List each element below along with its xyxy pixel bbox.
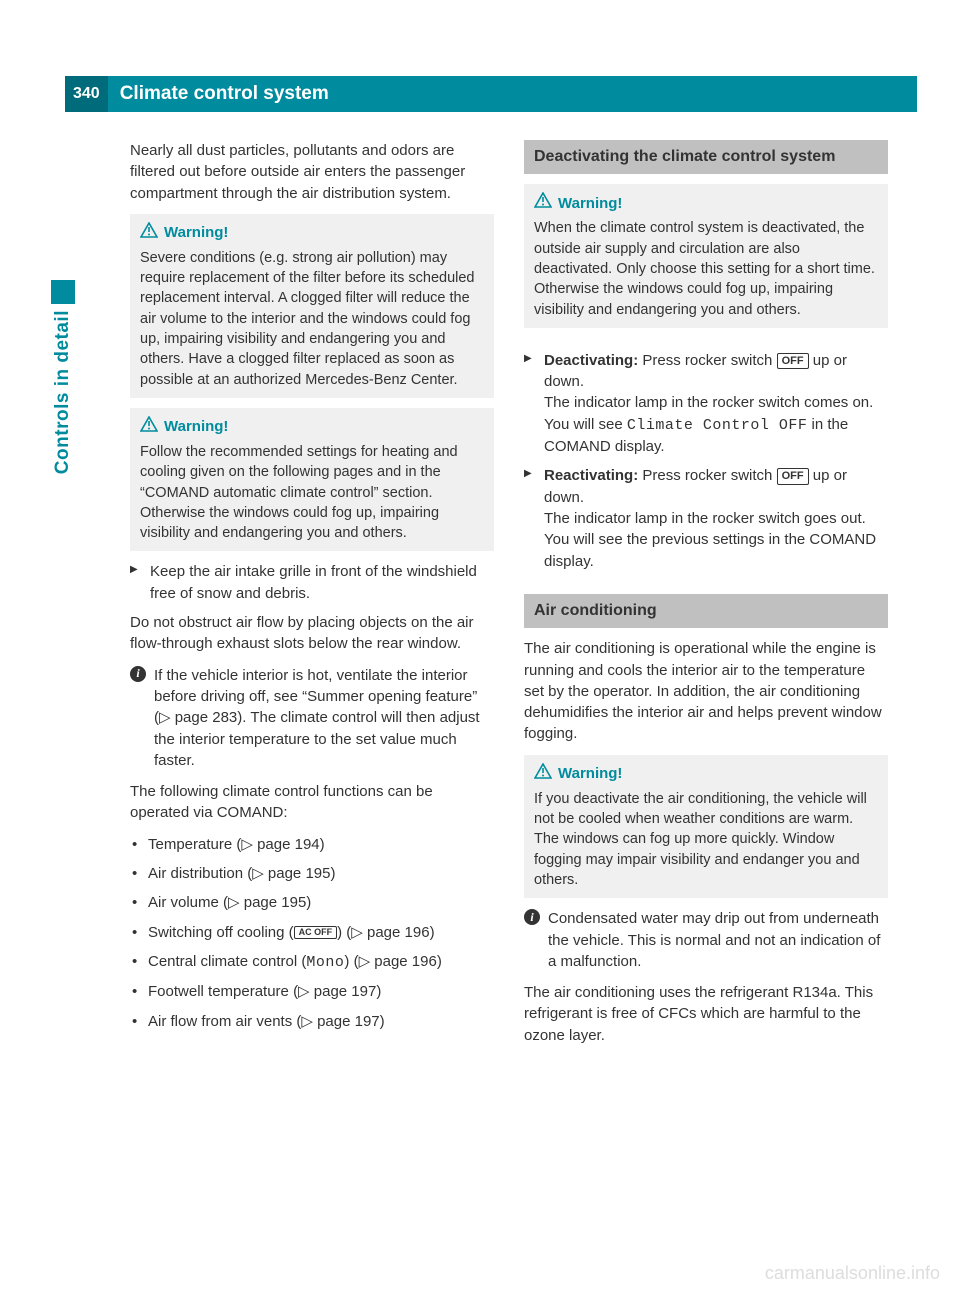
section-heading-ac: Air conditioning <box>524 594 888 628</box>
bullet-item: Switching off cooling (AC OFF) (▷ page 1… <box>130 922 494 943</box>
info-icon: i <box>130 666 146 682</box>
ac-paragraph: The air conditioning is operational whil… <box>524 638 888 744</box>
content-area: Nearly all dust particles, pollutants an… <box>130 140 888 1252</box>
warning-box-2: Warning! Follow the recommended settings… <box>130 408 494 551</box>
warning-triangle-icon <box>534 192 552 214</box>
warning-text: When the climate control system is deact… <box>534 218 878 319</box>
left-column: Nearly all dust particles, pollutants an… <box>130 140 494 1252</box>
warning-title: Warning! <box>164 222 228 243</box>
warning-box-3: Warning! When the climate control system… <box>524 184 888 327</box>
bullet-item: Air flow from air vents (▷ page 197) <box>130 1011 494 1032</box>
info-text: Condensated water may drip out from unde… <box>548 910 880 970</box>
watermark: carmanualsonline.info <box>765 1261 940 1286</box>
step-label: Deactivating: <box>544 352 638 369</box>
side-tab-marker <box>51 280 75 304</box>
bullet-item: Temperature (▷ page 194) <box>130 834 494 855</box>
warning-title: Warning! <box>558 763 622 784</box>
warning-title: Warning! <box>164 416 228 437</box>
warning-text: If you deactivate the air conditioning, … <box>534 789 878 890</box>
warning-text: Severe conditions (e.g. strong air pollu… <box>140 248 484 390</box>
off-button-icon: OFF <box>777 468 809 484</box>
side-tab: Controls in detail <box>43 280 83 520</box>
page-title: Climate control system <box>108 81 329 108</box>
step-result: The indicator lamp in the rocker switch … <box>544 510 876 570</box>
info-item: i If the vehicle interior is hot, ventil… <box>130 665 494 771</box>
warning-header: Warning! <box>534 192 878 214</box>
bullet-item: Air distribution (▷ page 195) <box>130 863 494 884</box>
off-button-icon: OFF <box>777 353 809 369</box>
bullet-item: Central climate control (Mono) (▷ page 1… <box>130 951 494 973</box>
step-item: Keep the air intake grille in front of t… <box>130 561 494 604</box>
warning-header: Warning! <box>140 416 484 438</box>
info-item: i Condensated water may drip out from un… <box>524 908 888 972</box>
refrigerant-paragraph: The air conditioning uses the refrigeran… <box>524 982 888 1046</box>
header-bar: 340 Climate control system <box>65 76 917 112</box>
page-number: 340 <box>65 76 108 112</box>
step-deactivating: Deactivating: Press rocker switch OFF up… <box>524 350 888 457</box>
warning-triangle-icon <box>534 763 552 785</box>
section-heading-deactivating: Deactivating the climate control system <box>524 140 888 174</box>
acoff-button-icon: AC OFF <box>294 926 338 940</box>
info-text: If the vehicle interior is hot, ventilat… <box>154 667 480 769</box>
side-tab-text: Controls in detail <box>50 310 77 474</box>
step-label: Reactivating: <box>544 467 638 484</box>
step-text: Press rocker switch <box>638 467 776 484</box>
bullet-item: Air volume (▷ page 195) <box>130 892 494 913</box>
warning-box-1: Warning! Severe conditions (e.g. strong … <box>130 214 494 398</box>
warning-title: Warning! <box>558 193 622 214</box>
warning-header: Warning! <box>140 222 484 244</box>
intro-paragraph: Nearly all dust particles, pollutants an… <box>130 140 494 204</box>
bullet-item: Footwell temperature (▷ page 197) <box>130 981 494 1002</box>
right-column: Deactivating the climate control system … <box>524 140 888 1252</box>
warning-box-4: Warning! If you deactivate the air condi… <box>524 755 888 898</box>
warning-triangle-icon <box>140 222 158 244</box>
warning-text: Follow the recommended settings for heat… <box>140 442 484 543</box>
mono-text: Mono <box>306 954 344 971</box>
step-reactivating: Reactivating: Press rocker switch OFF up… <box>524 465 888 571</box>
info-icon: i <box>524 909 540 925</box>
paragraph: The following climate control functions … <box>130 781 494 824</box>
step-text: Press rocker switch <box>638 352 776 369</box>
warning-header: Warning! <box>534 763 878 785</box>
warning-triangle-icon <box>140 416 158 438</box>
display-text: Climate Control OFF <box>627 417 808 434</box>
paragraph: Do not obstruct air flow by placing obje… <box>130 612 494 655</box>
